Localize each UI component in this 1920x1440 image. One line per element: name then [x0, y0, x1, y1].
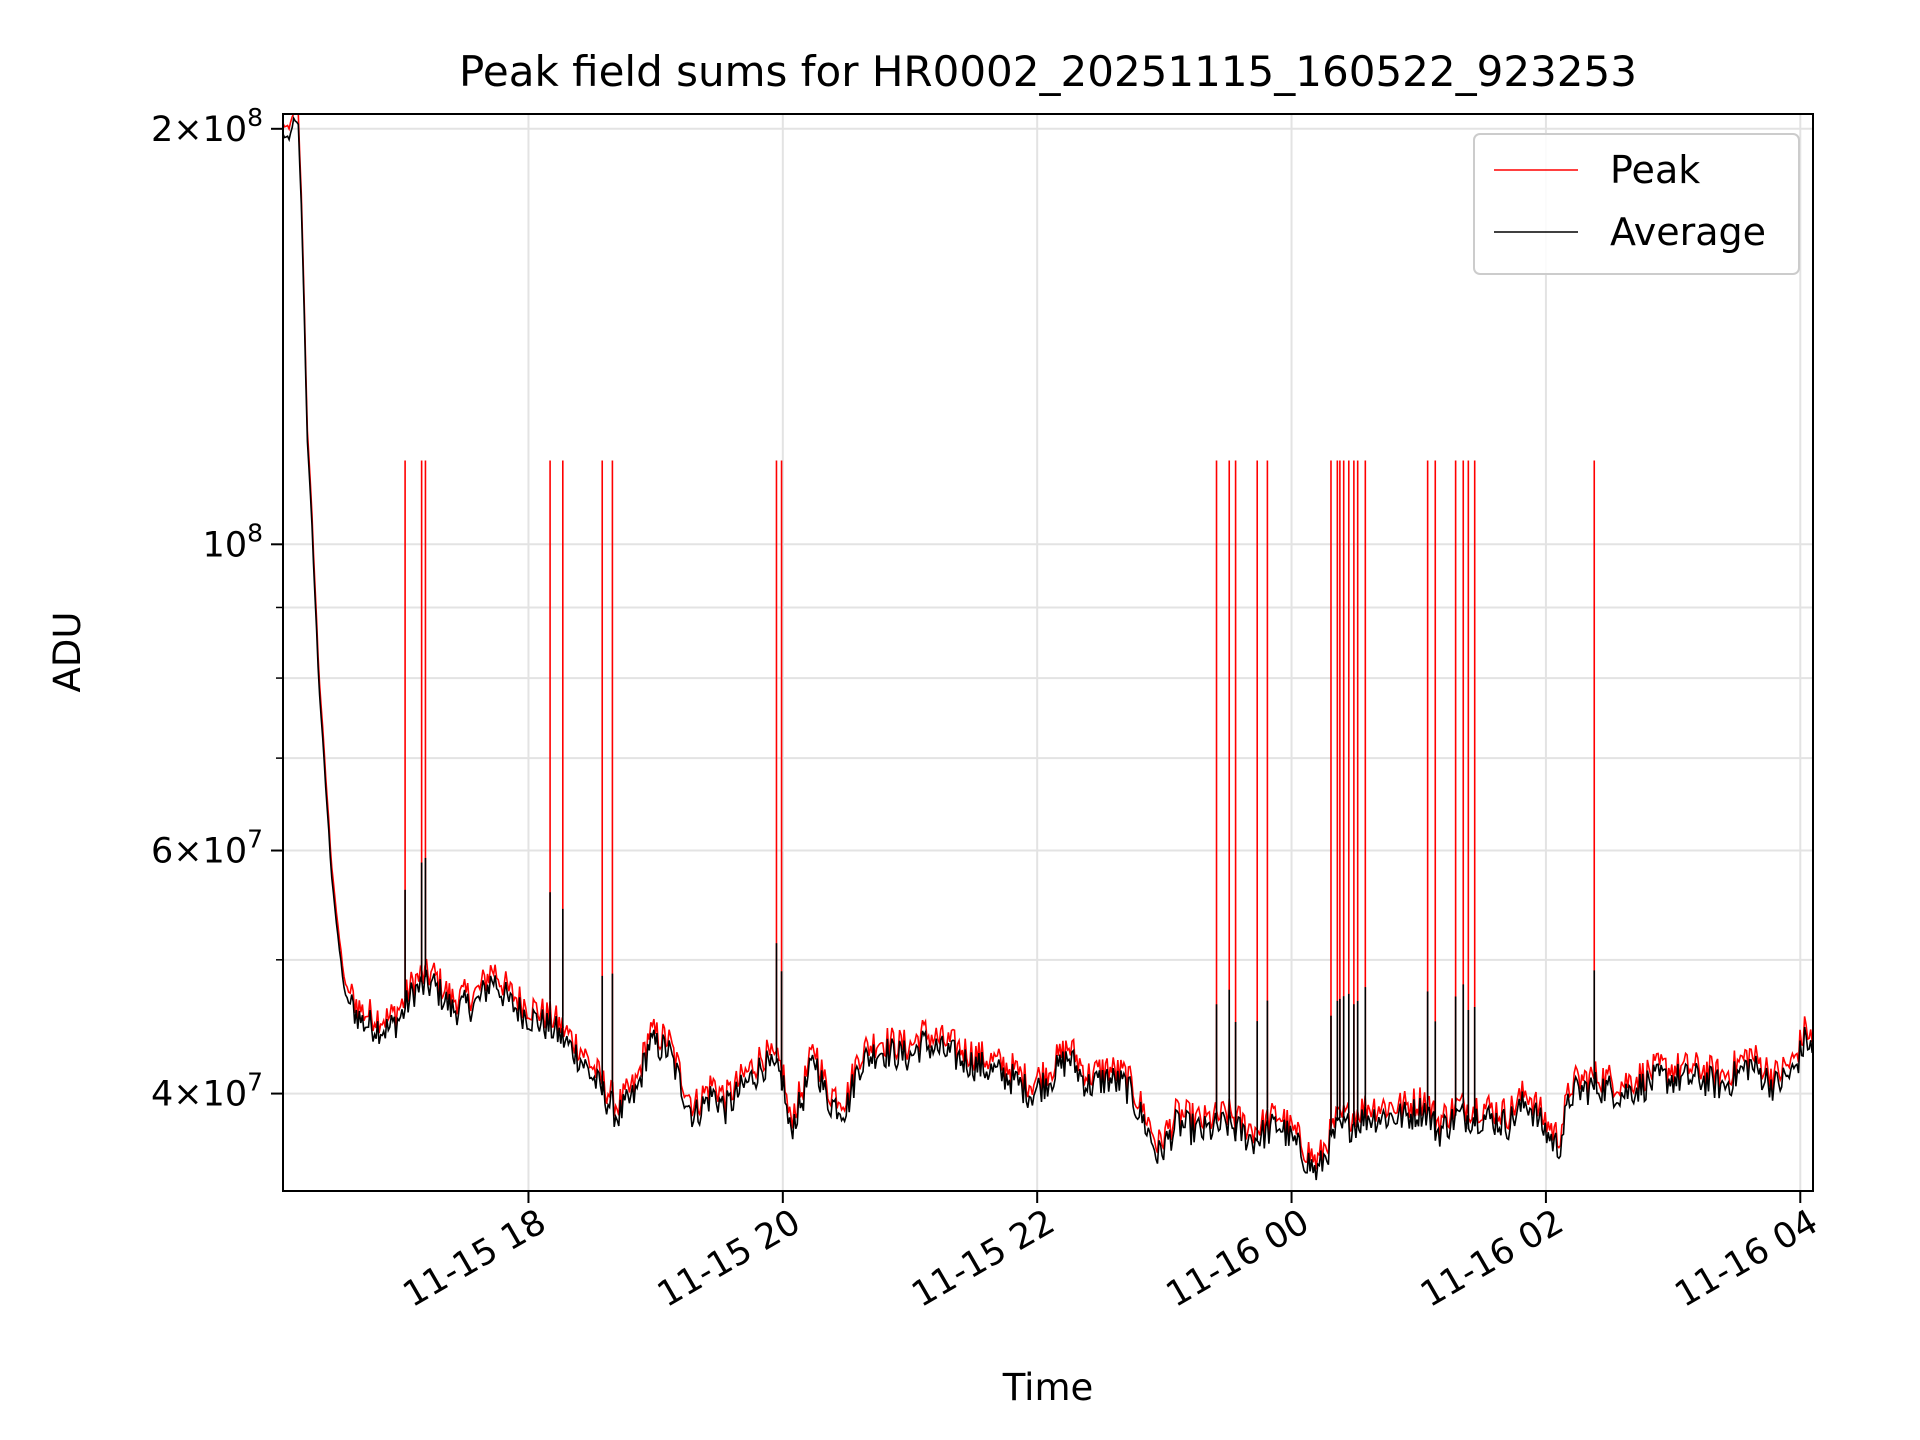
legend-box [1473, 133, 1800, 275]
chart-title: Peak field sums for HR0002_20251115_1605… [459, 47, 1637, 96]
x-tick-label: 11-15 18 [397, 1202, 553, 1315]
x-tick-label: 11-16 00 [1160, 1202, 1316, 1315]
x-tick-label: 11-15 20 [651, 1202, 807, 1315]
y-tick-label: 6×107 [151, 825, 263, 872]
x-axis-label: Time [1002, 1366, 1094, 1409]
y-axis: 4×107 6×107 108 2×108 [151, 103, 283, 1115]
x-tick-label: 11-15 22 [905, 1202, 1061, 1315]
x-axis: 11-15 18 11-15 20 11-15 22 11-16 00 11-16 02… [397, 1191, 1825, 1315]
x-tick-label: 11-16 02 [1414, 1202, 1570, 1315]
y-tick-label: 108 [203, 518, 263, 565]
y-tick-label: 4×107 [151, 1068, 263, 1115]
legend: Peak Average [1473, 133, 1800, 275]
grid [283, 114, 1813, 1191]
average-series-line [282, 115, 1813, 1181]
plot-area [282, 113, 1813, 1181]
y-tick-label: 2×108 [151, 103, 263, 150]
x-tick-label: 11-16 04 [1668, 1202, 1824, 1315]
legend-label-peak: Peak [1610, 148, 1700, 192]
plot-frame [282, 113, 1814, 1192]
legend-label-average: Average [1610, 210, 1766, 254]
y-axis-label: ADU [46, 612, 89, 693]
